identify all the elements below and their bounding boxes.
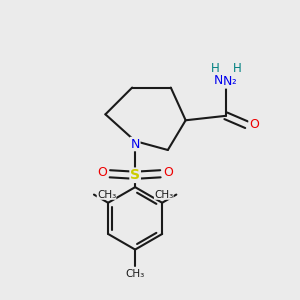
Text: CH₃: CH₃ bbox=[154, 190, 173, 200]
Text: S: S bbox=[130, 168, 140, 182]
Text: N: N bbox=[130, 138, 140, 151]
Text: CH₃: CH₃ bbox=[97, 190, 116, 200]
Text: N: N bbox=[223, 75, 232, 88]
Text: O: O bbox=[249, 118, 259, 131]
Text: NH₂: NH₂ bbox=[214, 74, 238, 87]
Text: CH₃: CH₃ bbox=[125, 269, 145, 279]
Text: H: H bbox=[233, 62, 242, 75]
Text: O: O bbox=[163, 166, 173, 179]
Text: H: H bbox=[211, 62, 220, 75]
Text: O: O bbox=[98, 166, 107, 179]
